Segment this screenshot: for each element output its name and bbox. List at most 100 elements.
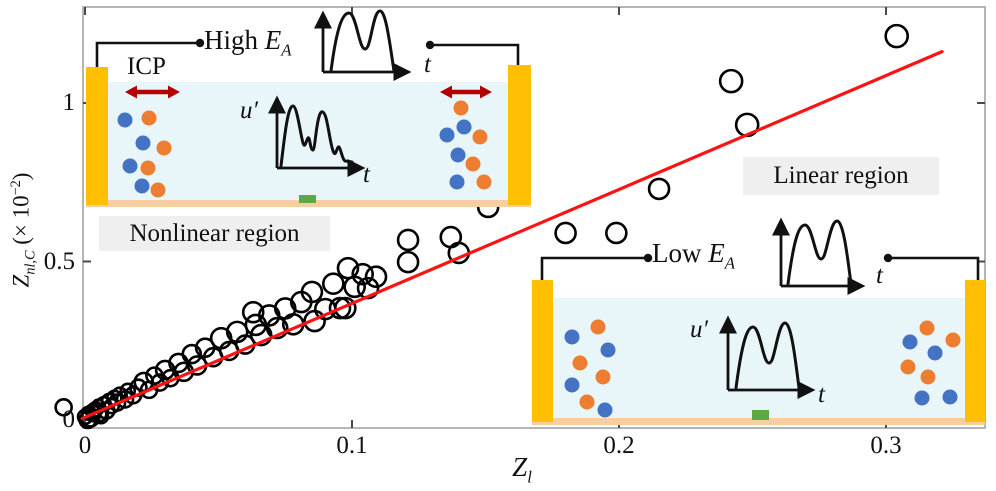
orange-ion-dot xyxy=(156,140,172,156)
sensor xyxy=(752,410,769,420)
cell-fluid xyxy=(553,298,965,418)
blue-ion-dot xyxy=(927,345,943,361)
blue-ion-dot xyxy=(117,112,133,128)
electrode-right xyxy=(965,280,985,422)
blue-ion-dot xyxy=(134,178,150,194)
x-tick-label: 0.1 xyxy=(336,432,368,459)
cell-floor xyxy=(86,200,531,207)
orange-ion-dot xyxy=(919,320,935,336)
data-point xyxy=(343,275,366,299)
high-ea-signal-waveform xyxy=(329,9,396,73)
x-tick-label: 0 xyxy=(78,432,92,459)
data-point xyxy=(605,221,628,245)
orange-ion-dot xyxy=(945,332,961,348)
wire-terminal-dot xyxy=(195,38,205,48)
data-point xyxy=(364,265,388,289)
blue-ion-dot xyxy=(135,135,151,151)
nonlinear-region-label: Nonlinear region xyxy=(99,216,330,251)
data-point xyxy=(351,262,374,286)
y-tick-label: 0 xyxy=(62,406,76,433)
data-point xyxy=(322,272,345,295)
orange-ion-dot xyxy=(465,156,481,172)
wire-terminal-dot xyxy=(883,253,893,263)
icp-arrow-head xyxy=(440,85,452,99)
linear-region-label: Linear region xyxy=(743,157,939,195)
data-point xyxy=(884,23,909,49)
y-tick-label: 0.5 xyxy=(43,247,75,275)
t-label-low-u: t xyxy=(818,381,825,408)
orange-ion-dot xyxy=(150,182,166,198)
data-point xyxy=(396,228,420,252)
high-u-fluctuation-waveform xyxy=(279,104,354,168)
data-point xyxy=(718,68,744,94)
electrode-right xyxy=(508,65,531,205)
data-point xyxy=(265,316,289,340)
y-axis-symbol: Z xyxy=(8,274,34,288)
data-point xyxy=(647,177,671,201)
blue-ion-dot xyxy=(439,127,455,143)
y-tick-label: 1 xyxy=(62,89,76,116)
orange-ion-dot xyxy=(572,355,588,371)
linear-fit-line xyxy=(80,50,944,421)
data-point xyxy=(334,296,357,320)
data-point xyxy=(107,393,127,412)
wire-left xyxy=(95,41,197,67)
low-u-fluctuation-waveform xyxy=(734,321,801,390)
orange-ion-dot xyxy=(140,160,156,176)
orange-ion-dot xyxy=(590,319,606,335)
data-point xyxy=(54,398,73,417)
wire-right xyxy=(891,256,980,280)
wire-terminal-dot xyxy=(643,253,653,263)
blue-ion-dot xyxy=(902,334,918,350)
blue-ion-dot xyxy=(564,329,580,345)
data-point xyxy=(181,343,203,365)
x-axis-label: Zl xyxy=(512,452,532,487)
orange-ion-dot xyxy=(141,110,157,126)
blue-ion-dot xyxy=(450,147,466,163)
data-point xyxy=(396,250,420,274)
x-tick-label: 0.3 xyxy=(870,432,902,459)
electrode-left xyxy=(86,67,108,205)
t-label-high-u: t xyxy=(363,161,370,188)
cell-floor xyxy=(532,418,985,425)
plot-border xyxy=(82,6,986,429)
sensor xyxy=(299,195,316,203)
y-axis-label: Znl,C (× 10−2) xyxy=(8,172,39,288)
t-label-low-ea: t xyxy=(876,262,883,289)
blue-ion-dot xyxy=(914,390,930,406)
orange-ion-dot xyxy=(920,369,936,385)
orange-ion-dot xyxy=(476,174,492,190)
blue-ion-dot xyxy=(597,402,613,418)
icp-arrow-head xyxy=(125,85,137,99)
icp-label: ICP xyxy=(127,53,166,80)
icp-arrow-head xyxy=(168,85,180,99)
blue-ion-dot xyxy=(449,174,465,190)
wire-left xyxy=(540,256,651,280)
blue-ion-dot xyxy=(600,342,616,358)
u-prime-label-high: u′ xyxy=(240,97,258,124)
high-ea-label: High EA xyxy=(204,25,292,60)
x-tick-label: 0.2 xyxy=(603,432,635,459)
orange-ion-dot xyxy=(900,359,916,375)
blue-ion-dot xyxy=(456,119,472,135)
blue-ion-dot xyxy=(942,389,958,405)
orange-ion-dot xyxy=(595,369,611,385)
x-axis-symbol: Z xyxy=(512,452,528,482)
wire-right xyxy=(433,43,520,65)
wire-terminal-dot xyxy=(425,40,435,50)
t-label-high-ea: t xyxy=(424,51,431,78)
orange-ion-dot xyxy=(579,394,595,410)
u-prime-label-low: u′ xyxy=(690,316,708,343)
low-ea-signal-waveform xyxy=(786,219,853,286)
orange-ion-dot xyxy=(453,100,469,116)
electrode-left xyxy=(532,280,553,422)
orange-ion-dot xyxy=(472,129,488,145)
data-point xyxy=(300,280,324,304)
low-ea-label: Low EA xyxy=(652,238,735,273)
data-point xyxy=(328,296,352,320)
icp-arrow-head xyxy=(480,85,492,99)
data-point xyxy=(241,300,265,324)
